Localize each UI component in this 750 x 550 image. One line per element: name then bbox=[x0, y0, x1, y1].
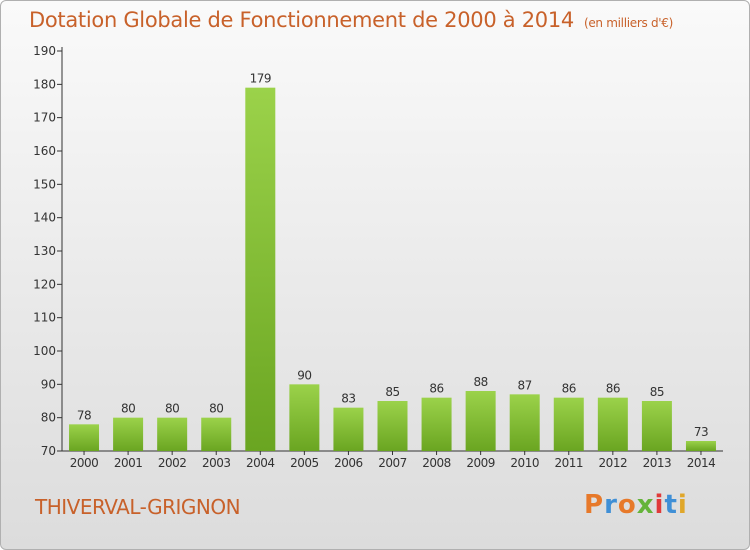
y-tick-label: 100 bbox=[33, 344, 56, 358]
data-label: 80 bbox=[121, 402, 135, 416]
y-tick-label: 110 bbox=[33, 311, 56, 325]
data-label: 83 bbox=[341, 392, 355, 406]
y-tick-label: 190 bbox=[33, 44, 56, 58]
data-label: 73 bbox=[694, 425, 708, 439]
bar bbox=[685, 441, 716, 451]
chart-title: Dotation Globale de Fonctionnement de 20… bbox=[29, 8, 673, 32]
bar bbox=[377, 401, 408, 451]
data-label: 78 bbox=[77, 408, 91, 422]
x-tick-label: 2004 bbox=[246, 456, 275, 470]
proxiti-logo: Proxiti bbox=[584, 490, 688, 520]
x-tick-label: 2006 bbox=[334, 456, 363, 470]
bar bbox=[289, 384, 320, 451]
data-label: 87 bbox=[518, 378, 532, 392]
y-tick-label: 70 bbox=[41, 444, 56, 458]
x-tick-label: 2002 bbox=[158, 456, 187, 470]
bar bbox=[245, 87, 276, 452]
logo-letter: t bbox=[664, 490, 678, 520]
x-tick-label: 2012 bbox=[599, 456, 628, 470]
data-label: 88 bbox=[473, 375, 487, 389]
y-tick-label: 90 bbox=[41, 377, 56, 391]
bar bbox=[509, 394, 540, 451]
y-tick-label: 130 bbox=[33, 244, 56, 258]
bar bbox=[333, 407, 364, 451]
logo-letter: i bbox=[677, 490, 688, 520]
data-label: 80 bbox=[165, 402, 179, 416]
y-tick-label: 140 bbox=[33, 211, 56, 225]
data-label: 86 bbox=[562, 382, 576, 396]
bar bbox=[157, 417, 188, 451]
bar bbox=[201, 417, 232, 451]
unit-label: (en milliers d'€) bbox=[583, 16, 673, 30]
x-tick-label: 2005 bbox=[290, 456, 319, 470]
y-tick-label: 120 bbox=[33, 277, 56, 291]
title-text: Dotation Globale de Fonctionnement de 20… bbox=[29, 8, 574, 32]
x-tick-label: 2000 bbox=[70, 456, 99, 470]
data-label: 85 bbox=[650, 385, 664, 399]
x-tick-label: 2014 bbox=[687, 456, 716, 470]
bar bbox=[597, 397, 628, 451]
x-tick-label: 2001 bbox=[114, 456, 143, 470]
logo-letter: x bbox=[636, 490, 655, 520]
data-label: 80 bbox=[209, 402, 223, 416]
data-label: 179 bbox=[250, 72, 271, 86]
bar bbox=[421, 397, 452, 451]
logo-letter: i bbox=[654, 490, 665, 520]
logo-letter: r bbox=[604, 490, 618, 520]
x-tick-label: 2007 bbox=[378, 456, 407, 470]
data-label: 86 bbox=[429, 382, 443, 396]
commune-name: THIVERVAL-GRIGNON bbox=[35, 495, 241, 519]
x-tick-label: 2009 bbox=[466, 456, 495, 470]
x-tick-label: 2008 bbox=[422, 456, 451, 470]
x-tick-label: 2011 bbox=[554, 456, 583, 470]
y-tick-label: 80 bbox=[41, 411, 56, 425]
data-label: 90 bbox=[297, 368, 311, 382]
bar bbox=[113, 417, 144, 451]
y-tick-label: 150 bbox=[33, 177, 56, 191]
data-label: 86 bbox=[606, 382, 620, 396]
x-tick-label: 2013 bbox=[643, 456, 672, 470]
y-tick-label: 170 bbox=[33, 111, 56, 125]
bar bbox=[553, 397, 584, 451]
y-tick-label: 180 bbox=[33, 77, 56, 91]
bar bbox=[641, 401, 672, 451]
bar bbox=[465, 391, 496, 451]
data-label: 85 bbox=[385, 385, 399, 399]
bar bbox=[69, 424, 100, 451]
x-tick-label: 2003 bbox=[202, 456, 231, 470]
y-tick-label: 160 bbox=[33, 144, 56, 158]
x-tick-label: 2010 bbox=[510, 456, 539, 470]
logo-letter: P bbox=[584, 490, 605, 520]
logo-letter: o bbox=[617, 490, 637, 520]
